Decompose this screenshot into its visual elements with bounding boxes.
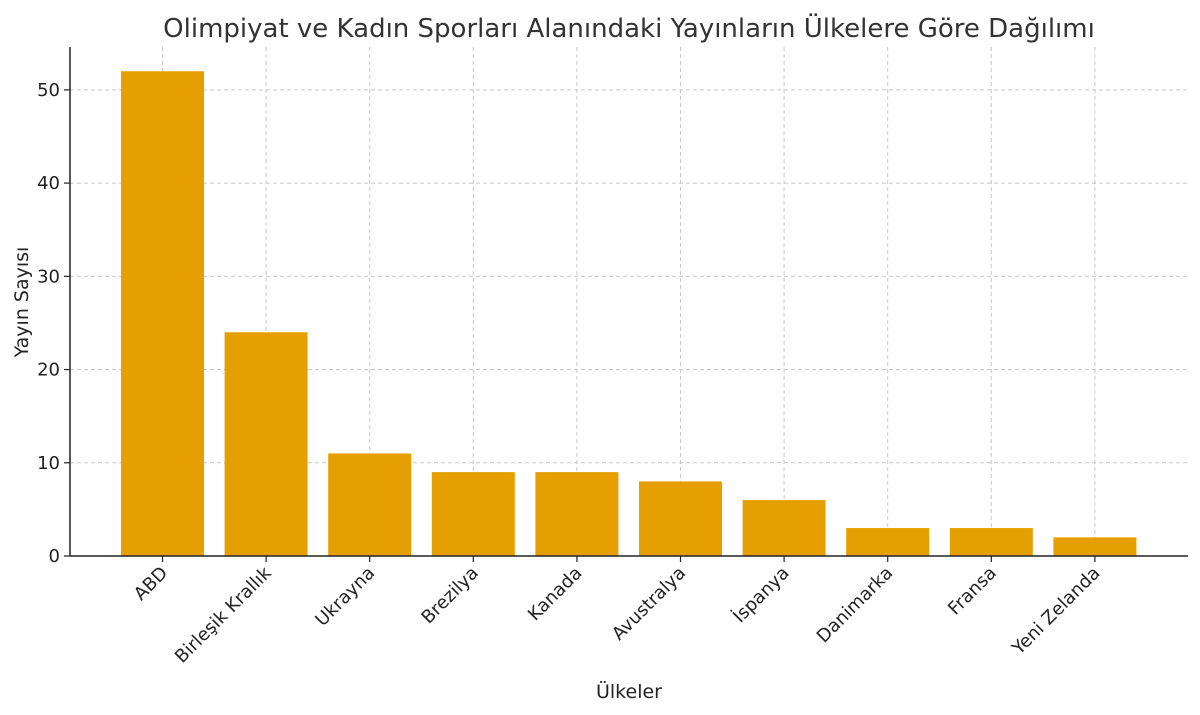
bar	[535, 472, 619, 556]
bar	[1053, 537, 1137, 556]
bar	[742, 500, 826, 556]
bar	[328, 453, 412, 556]
y-tick-label: 30	[37, 266, 60, 287]
x-axis-label: Ülkeler	[596, 680, 662, 703]
x-tick-label: Brezilya	[417, 563, 482, 628]
bar	[639, 481, 722, 556]
x-tick-label: Birleşik Krallık	[171, 562, 276, 667]
y-ticks: 0 10 20 30 40 50	[37, 80, 70, 567]
y-tick-label: 0	[49, 546, 60, 567]
x-tick-label: Yeni Zelanda	[1007, 563, 1104, 660]
axes	[69, 47, 1188, 557]
bar	[949, 528, 1033, 556]
chart-title: Olimpiyat ve Kadın Sporları Alanındaki Y…	[163, 12, 1095, 44]
y-tick-label: 10	[37, 453, 60, 474]
y-axis-label: Yayın Sayısı	[11, 247, 33, 359]
x-tick-label: Avustralya	[608, 563, 690, 645]
y-tick-label: 50	[37, 80, 60, 101]
x-tick-label: ABD	[130, 563, 172, 605]
bar	[846, 528, 930, 556]
x-tick-label: Fransa	[944, 563, 1001, 620]
y-tick-label: 40	[37, 173, 60, 194]
x-tick-label: Kanada	[524, 563, 587, 626]
bar	[224, 332, 308, 556]
x-tick-label: Danimarka	[813, 563, 897, 647]
x-tick-label: Ukrayna	[311, 563, 379, 631]
x-tick-label: İspanya	[729, 563, 794, 628]
y-tick-label: 20	[37, 360, 60, 381]
bar	[121, 71, 204, 556]
bar	[431, 472, 515, 556]
bars	[121, 71, 1137, 556]
